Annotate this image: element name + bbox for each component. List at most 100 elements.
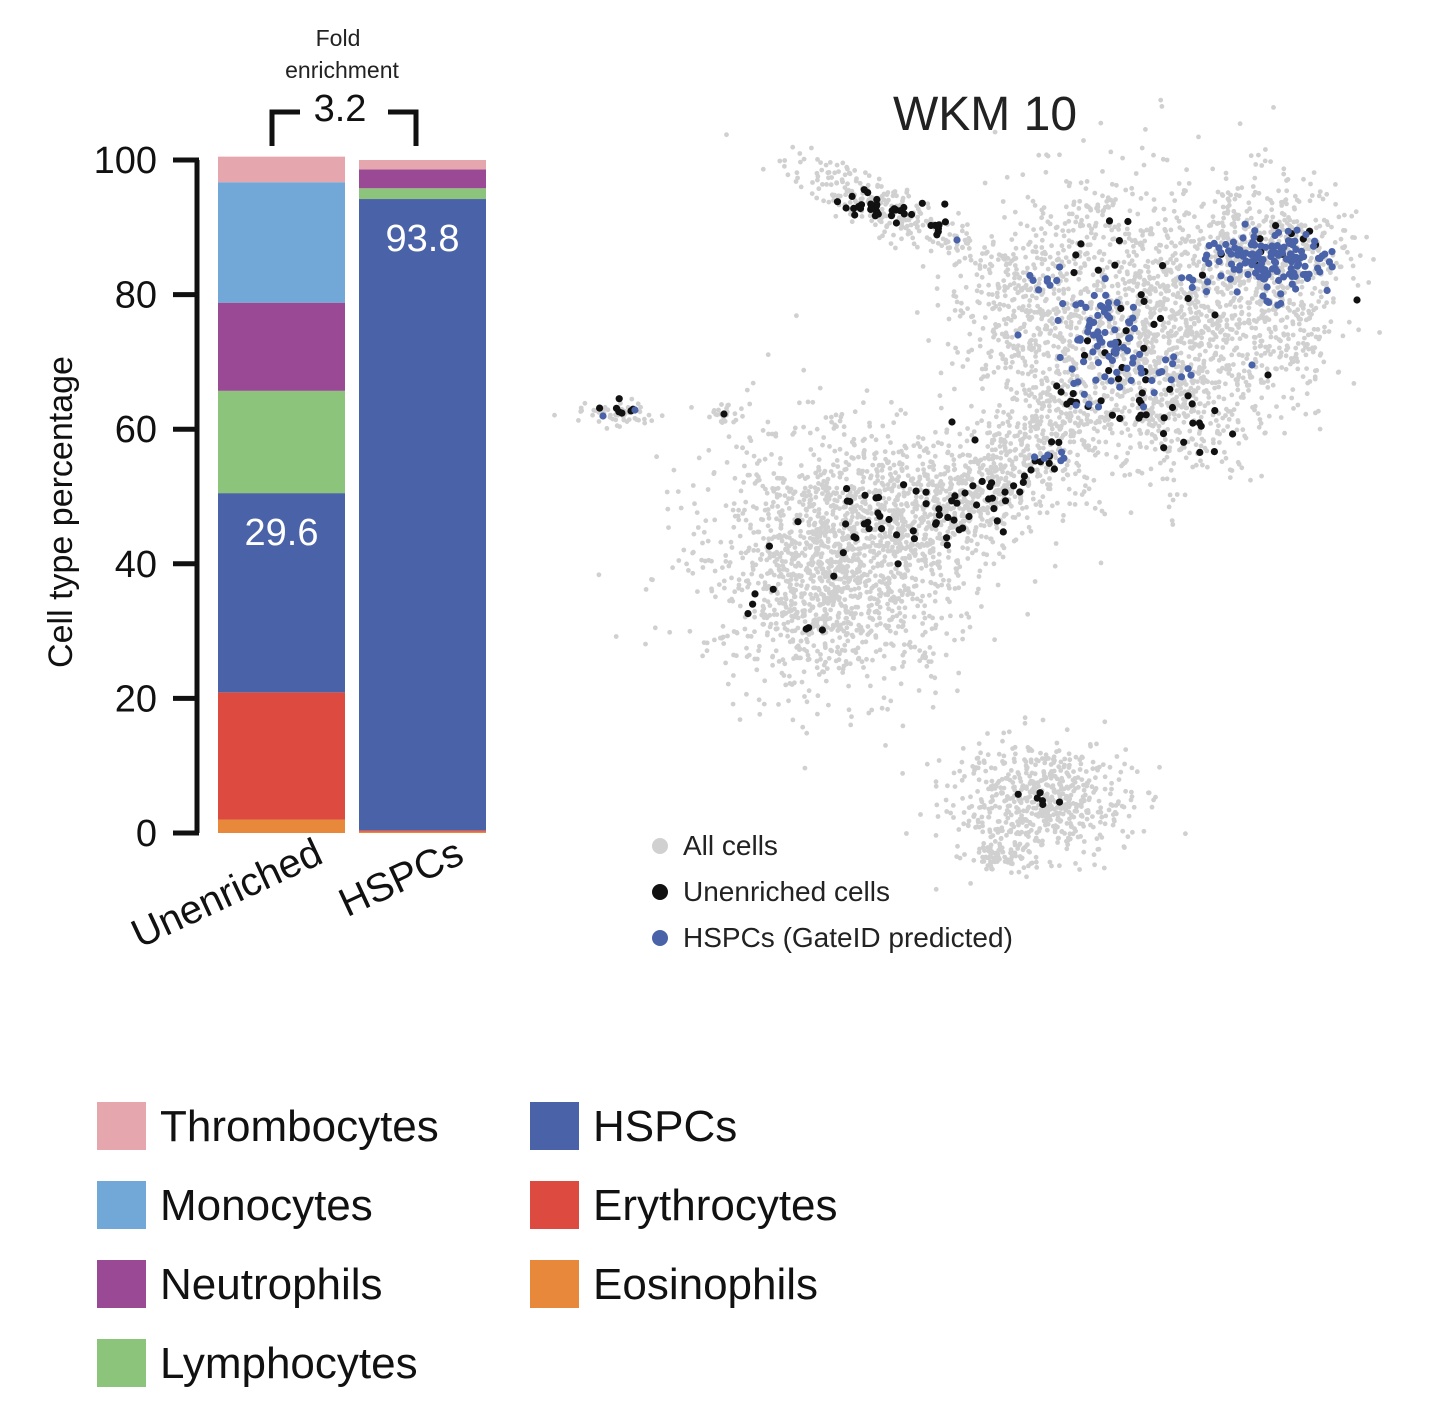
scatter-point-all-cells — [1165, 330, 1171, 336]
scatter-point-all-cells — [935, 583, 941, 589]
scatter-point-all-cells — [831, 599, 836, 605]
scatter-point-all-cells — [851, 524, 857, 530]
scatter-point-all-cells — [1320, 281, 1326, 287]
scatter-point-all-cells — [1047, 408, 1052, 414]
scatter-point-all-cells — [949, 361, 955, 366]
scatter-point-all-cells — [891, 549, 897, 554]
scatter-point-all-cells — [1312, 285, 1318, 291]
scatter-point-all-cells — [1059, 400, 1065, 406]
scatter-point-all-cells — [852, 409, 858, 415]
scatter-point-all-cells — [891, 462, 897, 468]
scatter-point-all-cells — [723, 660, 728, 666]
scatter-point-all-cells — [1102, 385, 1107, 391]
scatter-point-all-cells — [1060, 419, 1066, 424]
scatter-point-all-cells — [1092, 190, 1098, 196]
scatter-point-all-cells — [899, 448, 904, 454]
scatter-point-all-cells — [1017, 469, 1022, 475]
scatter-point-all-cells — [857, 626, 862, 632]
scatter-point-all-cells — [823, 488, 829, 493]
scatter-point-all-cells — [869, 585, 875, 591]
scatter-point-all-cells — [894, 412, 900, 418]
scatter-point-all-cells — [1140, 246, 1146, 252]
scatter-point-all-cells — [1268, 159, 1273, 165]
scatter-point-all-cells — [1051, 395, 1057, 400]
scatter-point-all-cells — [1221, 223, 1226, 229]
scatter-point-all-cells — [913, 494, 919, 500]
scatter-point-all-cells — [861, 665, 866, 670]
scatter-point-all-cells — [825, 601, 831, 606]
scatter-point-all-cells — [1172, 243, 1178, 249]
scatter-point-all-cells — [1056, 344, 1061, 350]
scatter-point-all-cells — [862, 553, 867, 558]
scatter-point-all-cells — [1076, 314, 1082, 319]
scatter-point-all-cells — [889, 475, 895, 481]
scatter-point-all-cells — [854, 557, 860, 562]
scatter-point-all-cells — [1266, 413, 1272, 419]
scatter-point-all-cells — [690, 570, 696, 576]
scatter-point-all-cells — [1144, 304, 1150, 310]
scatter-point-all-cells — [801, 647, 807, 652]
scatter-point-all-cells — [946, 555, 951, 560]
scatter-point-all-cells — [1059, 259, 1065, 265]
scatter-point-all-cells — [1177, 263, 1183, 269]
scatter-point-all-cells — [953, 345, 958, 351]
scatter-point-all-cells — [1086, 256, 1092, 262]
scatter-point-all-cells — [1257, 209, 1262, 215]
scatter-point-all-cells — [1181, 290, 1187, 295]
scatter-point-all-cells — [920, 632, 926, 638]
scatter-point-all-cells — [1333, 182, 1338, 187]
scatter-point-all-cells — [802, 546, 808, 552]
scatter-point-all-cells — [1047, 318, 1052, 324]
scatter-point-all-cells — [959, 300, 964, 306]
scatter-point-all-cells — [761, 606, 767, 611]
scatter-point-all-cells — [1257, 230, 1263, 236]
scatter-point-all-cells — [760, 428, 766, 433]
scatter-point-all-cells — [1154, 303, 1160, 308]
scatter-point-all-cells — [899, 461, 905, 467]
scatter-point-all-cells — [1088, 305, 1094, 311]
scatter-point-all-cells — [1104, 451, 1110, 457]
scatter-point-all-cells — [1252, 189, 1258, 195]
scatter-point-all-cells — [737, 603, 743, 609]
scatter-point-all-cells — [1031, 332, 1037, 338]
scatter-point-all-cells — [1168, 269, 1174, 275]
scatter-point-all-cells — [905, 491, 911, 496]
scatter-point-all-cells — [1055, 250, 1061, 256]
scatter-point-all-cells — [830, 473, 836, 478]
scatter-point-all-cells — [1321, 359, 1327, 365]
scatter-point-all-cells — [986, 350, 992, 356]
scatter-point-all-cells — [1056, 371, 1062, 377]
scatter-point-all-cells — [948, 476, 954, 482]
scatter-point-all-cells — [1123, 292, 1129, 298]
scatter-point-all-cells — [943, 464, 949, 470]
scatter-point-all-cells — [861, 400, 866, 406]
scatter-point-all-cells — [801, 610, 807, 616]
scatter-point-all-cells — [858, 611, 864, 617]
scatter-point-all-cells — [764, 490, 770, 496]
scatter-point-all-cells — [1178, 339, 1184, 345]
scatter-point-all-cells — [1303, 411, 1309, 417]
scatter-point-all-cells — [1060, 518, 1066, 524]
scatter-point-all-cells — [1236, 461, 1242, 467]
scatter-point-all-cells — [823, 678, 829, 684]
scatter-point-all-cells — [1012, 494, 1018, 500]
scatter-point-all-cells — [1221, 210, 1227, 216]
scatter-point-all-cells — [1253, 325, 1259, 331]
scatter-point-all-cells — [1279, 199, 1284, 205]
scatter-point-all-cells — [904, 465, 910, 470]
scatter-point-all-cells — [1313, 410, 1318, 416]
scatter-point-all-cells — [1034, 415, 1040, 421]
scatter-point-all-cells — [829, 627, 834, 632]
scatter-point-all-cells — [787, 530, 793, 536]
scatter-point-all-cells — [785, 633, 790, 639]
scatter-point-all-cells — [811, 452, 817, 458]
scatter-point-all-cells — [1300, 340, 1306, 346]
scatter-point-all-cells — [1074, 307, 1080, 313]
scatter-point-all-cells — [1240, 427, 1246, 433]
scatter-point-all-cells — [1034, 295, 1039, 301]
scatter-point-all-cells — [842, 467, 848, 473]
scatter-point-all-cells — [720, 565, 725, 570]
scatter-point-all-cells — [1139, 242, 1145, 248]
scatter-point-all-cells — [922, 615, 928, 621]
scatter-point-all-cells — [996, 423, 1002, 429]
